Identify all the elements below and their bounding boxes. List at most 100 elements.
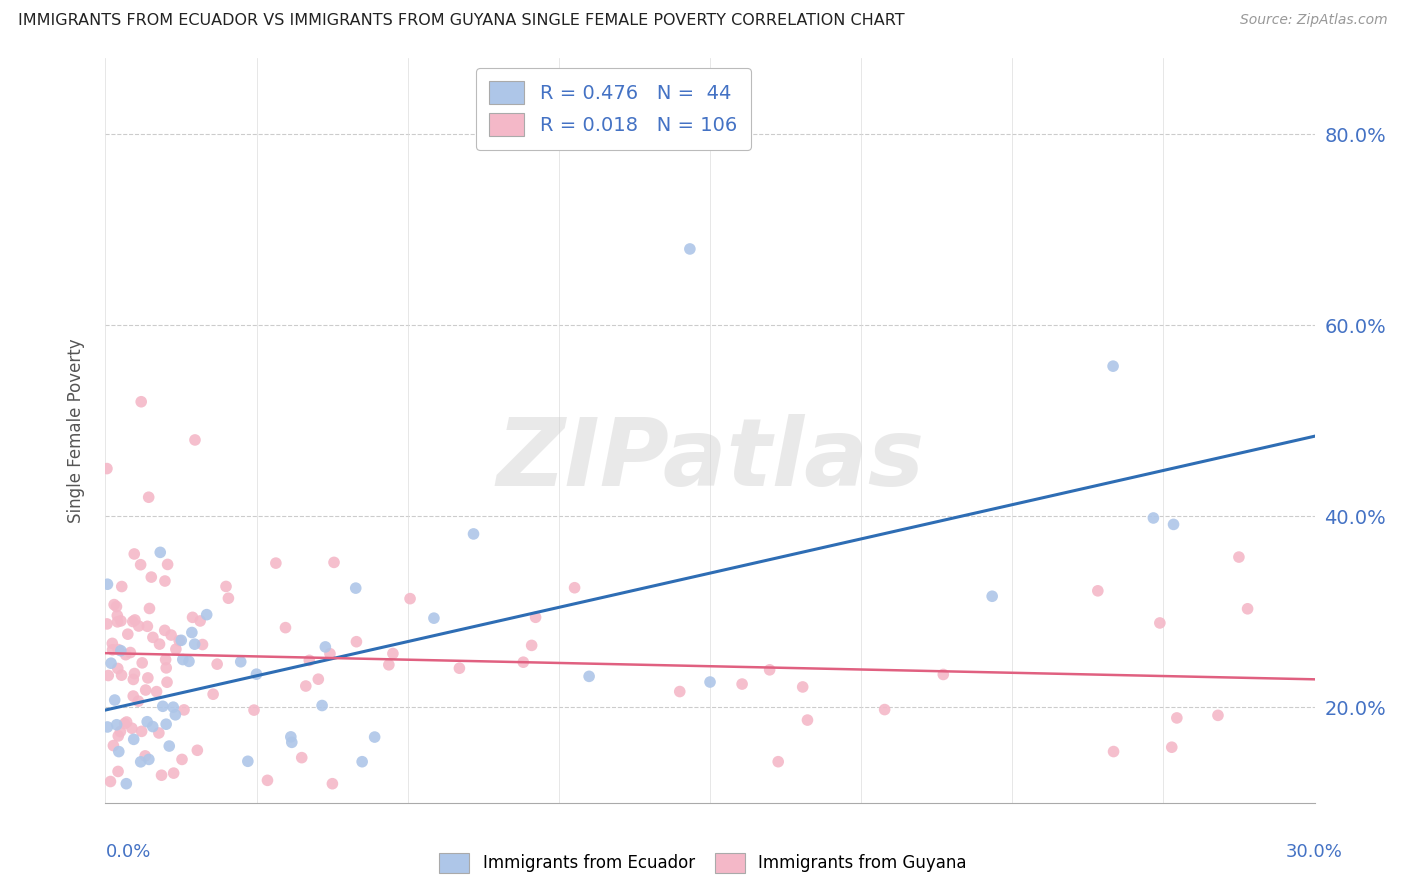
Point: [157, 739, 180, 753]
Point: [1227, 550, 1250, 565]
Point: [1102, 359, 1125, 373]
Point: [148, 637, 170, 651]
Point: [160, 628, 183, 642]
Legend: Immigrants from Ecuador, Immigrants from Guyana: Immigrants from Ecuador, Immigrants from…: [433, 847, 973, 880]
Point: [311, 698, 333, 713]
Point: [344, 581, 367, 595]
Point: [524, 610, 547, 624]
Point: [100, 657, 122, 671]
Point: [321, 777, 343, 791]
Point: [136, 714, 159, 729]
Point: [107, 745, 129, 759]
Point: [188, 614, 211, 628]
Point: [110, 668, 132, 682]
Point: [264, 556, 287, 570]
Point: [96, 577, 118, 591]
Point: [138, 490, 160, 504]
Point: [100, 774, 122, 789]
Point: [381, 647, 404, 661]
Point: [138, 752, 160, 766]
Point: [107, 661, 129, 675]
Point: [796, 713, 818, 727]
Point: [1163, 517, 1185, 532]
Point: [150, 768, 173, 782]
Point: [298, 653, 321, 667]
Point: [129, 755, 152, 769]
Legend: R = 0.476   N =  44, R = 0.018   N = 106: R = 0.476 N = 44, R = 0.018 N = 106: [475, 68, 751, 150]
Point: [186, 743, 208, 757]
Point: [156, 675, 179, 690]
Point: [136, 671, 159, 685]
Point: [195, 607, 218, 622]
Point: [236, 754, 259, 768]
Point: [101, 636, 124, 650]
Point: [170, 633, 193, 648]
Text: 0.0%: 0.0%: [105, 843, 150, 861]
Point: [180, 625, 202, 640]
Point: [96, 461, 118, 475]
Point: [792, 680, 814, 694]
Point: [107, 729, 129, 743]
Point: [1160, 740, 1182, 755]
Point: [97, 668, 120, 682]
Point: [281, 735, 304, 749]
Point: [378, 657, 401, 672]
Point: [110, 724, 132, 739]
Point: [122, 673, 145, 687]
Point: [256, 773, 278, 788]
Point: [323, 555, 346, 569]
Point: [731, 677, 754, 691]
Point: [668, 684, 690, 698]
Point: [177, 654, 200, 668]
Point: [142, 631, 165, 645]
Point: [105, 608, 128, 623]
Point: [148, 726, 170, 740]
Point: [120, 646, 142, 660]
Point: [121, 615, 143, 629]
Point: [103, 739, 125, 753]
Point: [115, 714, 138, 729]
Point: [110, 614, 132, 628]
Point: [1102, 745, 1125, 759]
Point: [124, 613, 146, 627]
Point: [363, 730, 385, 744]
Text: ZIPatlas: ZIPatlas: [496, 414, 924, 506]
Point: [274, 621, 297, 635]
Text: IMMIGRANTS FROM ECUADOR VS IMMIGRANTS FROM GUYANA SINGLE FEMALE POVERTY CORRELAT: IMMIGRANTS FROM ECUADOR VS IMMIGRANTS FR…: [18, 13, 905, 29]
Point: [172, 652, 194, 666]
Point: [184, 433, 207, 447]
Point: [245, 667, 267, 681]
Point: [124, 666, 146, 681]
Point: [295, 679, 318, 693]
Point: [243, 703, 266, 717]
Point: [122, 732, 145, 747]
Point: [217, 591, 239, 606]
Point: [181, 610, 204, 624]
Point: [1087, 583, 1109, 598]
Point: [1206, 708, 1229, 723]
Point: [1149, 615, 1171, 630]
Point: [107, 764, 129, 779]
Point: [758, 663, 780, 677]
Point: [117, 627, 139, 641]
Point: [155, 661, 177, 675]
Point: [96, 616, 118, 631]
Point: [141, 570, 163, 584]
Point: [314, 640, 336, 654]
Point: [766, 755, 789, 769]
Point: [152, 699, 174, 714]
Point: [165, 707, 187, 722]
Point: [399, 591, 422, 606]
Point: [121, 721, 143, 735]
Point: [114, 648, 136, 662]
Point: [131, 656, 153, 670]
Point: [319, 647, 342, 661]
Point: [115, 777, 138, 791]
Point: [932, 667, 955, 681]
Point: [307, 672, 329, 686]
Point: [191, 638, 214, 652]
Point: [107, 615, 129, 629]
Point: [352, 755, 374, 769]
Point: [104, 693, 127, 707]
Point: [149, 545, 172, 559]
